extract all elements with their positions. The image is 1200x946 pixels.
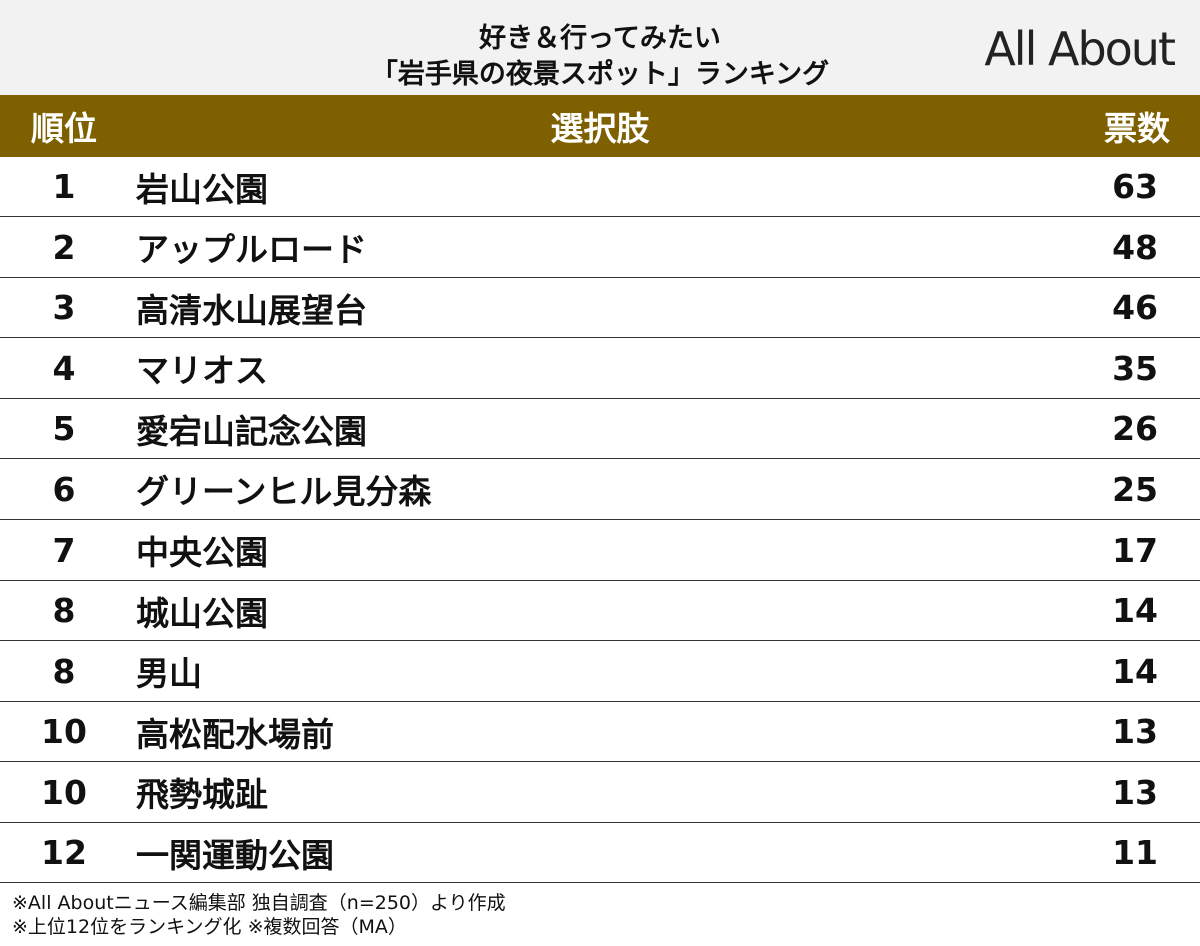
title: 「岩手県の夜景スポット」ランキング: [370, 59, 830, 90]
column-header: 票数: [1104, 109, 1170, 148]
votes: 17: [1112, 530, 1158, 570]
rank: 12: [41, 833, 87, 873]
votes: 14: [1112, 591, 1158, 631]
table-header: 順位 選択肢 票数: [0, 95, 1200, 157]
spot-name: アップルロード: [136, 230, 367, 270]
footnote: ※All Aboutニュース編集部 独自調査（n=250）より作成: [12, 892, 506, 914]
votes: 26: [1112, 409, 1158, 449]
rank: 3: [52, 288, 76, 328]
votes: 35: [1112, 348, 1158, 388]
title: 好き＆行ってみたい: [479, 23, 721, 54]
votes: 14: [1112, 651, 1158, 691]
spot-name: 男山: [136, 654, 202, 694]
rank: 4: [52, 348, 76, 388]
table-row: 1 岩山公園 63: [0, 157, 1200, 218]
rank: 1: [52, 167, 76, 207]
logo: All About: [984, 22, 1176, 76]
footnote: ※上位12位をランキング化 ※複数回答（MA）: [12, 916, 407, 938]
column-header: 順位: [31, 109, 97, 148]
spot-name: 飛勢城趾: [136, 775, 268, 815]
table-row: 8 男山 14: [0, 642, 1200, 702]
rank: 2: [52, 227, 76, 267]
spot-name: 一関運動公園: [136, 835, 334, 875]
table-row: 7 中央公園 17: [0, 521, 1200, 581]
votes: 13: [1112, 772, 1158, 812]
table-row: 10 飛勢城趾 13: [0, 763, 1200, 823]
table-row: 2 アップルロード 48: [0, 218, 1200, 278]
rank: 8: [52, 651, 76, 691]
table-row: 5 愛宕山記念公園 26: [0, 399, 1200, 460]
rank: 6: [52, 469, 76, 509]
rank: 8: [52, 591, 76, 631]
votes: 46: [1112, 288, 1158, 328]
votes: 13: [1112, 712, 1158, 752]
spot-name: 城山公園: [136, 593, 268, 633]
table-row: 10 高松配水場前 13: [0, 702, 1200, 763]
table-row: 4 マリオス 35: [0, 339, 1200, 399]
rank: 7: [52, 530, 76, 570]
votes: 48: [1112, 227, 1158, 267]
header: 好き＆行ってみたい 「岩手県の夜景スポット」ランキング All About: [0, 0, 1200, 95]
table-row: 8 城山公園 14: [0, 581, 1200, 642]
table-row: 3 高清水山展望台 46: [0, 278, 1200, 339]
spot-name: 中央公園: [136, 533, 268, 573]
votes: 11: [1112, 833, 1158, 873]
column-header: 選択肢: [550, 109, 650, 148]
spot-name: マリオス: [136, 351, 268, 391]
spot-name: 愛宕山記念公園: [136, 411, 367, 451]
votes: 25: [1112, 469, 1158, 509]
votes: 63: [1112, 167, 1158, 207]
spot-name: 高松配水場前: [136, 714, 334, 754]
spot-name: グリーンヒル見分森: [136, 472, 432, 512]
rank: 10: [41, 772, 87, 812]
spot-name: 岩山公園: [136, 169, 268, 209]
rank: 5: [52, 409, 76, 449]
rank: 10: [41, 712, 87, 752]
spot-name: 高清水山展望台: [136, 290, 367, 330]
table-row: 6 グリーンヒル見分森 25: [0, 460, 1200, 520]
table-row: 12 一関運動公園 11: [0, 823, 1200, 884]
